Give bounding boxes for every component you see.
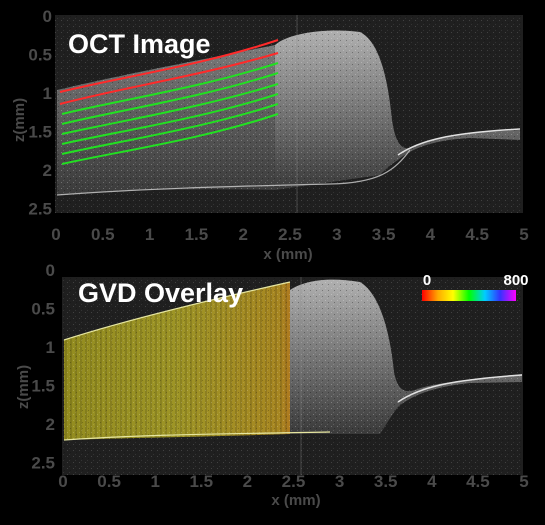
- x-tick-label: 2.5: [278, 225, 302, 244]
- panel-title: OCT Image: [68, 29, 211, 59]
- layer-boundaries: [59, 39, 279, 165]
- red-layer-2: [59, 52, 279, 105]
- x-tick-label: 1: [150, 472, 159, 491]
- x-tick-label: 2: [243, 472, 252, 491]
- colorbar-max-label: 800: [503, 272, 528, 289]
- y-tick-label: 0: [43, 7, 52, 26]
- x-tick-label: 4: [427, 472, 437, 491]
- x-tick-label: 0.5: [97, 472, 121, 491]
- x-tick-label: 4.5: [466, 472, 490, 491]
- x-tick-label: 0: [58, 472, 67, 491]
- y-tick-label: 1.5: [31, 377, 55, 396]
- x-tick-label: 5: [519, 225, 528, 244]
- green-layer-2: [61, 72, 279, 125]
- y-tick-label: 1: [43, 84, 52, 103]
- red-layer-1: [59, 39, 279, 93]
- y-tick-label: 0: [46, 262, 55, 280]
- x-tick-label: 3: [332, 225, 341, 244]
- x-tick-label: 1.5: [189, 472, 213, 491]
- y-tick-label: 2: [46, 415, 55, 434]
- x-tick-label: 2.5: [282, 472, 306, 491]
- colorbar: 0 800: [422, 272, 529, 301]
- colorbar-gradient: [422, 290, 516, 301]
- x-axis-label: x (mm): [263, 246, 312, 262]
- x-tick-label: 5: [519, 472, 528, 491]
- green-layer-4: [61, 93, 279, 145]
- y-tick-label: 0.5: [28, 46, 52, 65]
- x-tick-label: 0: [51, 225, 60, 244]
- y-tick-label: 0.5: [31, 300, 55, 319]
- gvd-overlay-panel: GVD Overlay 0 800 0 0.5 1 1.5 2 2.5 3 3.5 4 4.5 5 …: [0, 262, 545, 525]
- y-axis-label: z(mm): [11, 98, 28, 142]
- green-layer-6: [61, 113, 279, 165]
- x-tick-label: 1: [145, 225, 154, 244]
- x-tick-label: 1.5: [185, 225, 209, 244]
- x-tick-label: 2: [238, 225, 247, 244]
- x-tick-label: 4: [426, 225, 436, 244]
- y-axis-label: z(mm): [15, 365, 32, 409]
- x-tick-label: 3.5: [372, 225, 396, 244]
- y-tick-label: 1: [46, 338, 55, 357]
- panel-title: GVD Overlay: [78, 278, 243, 308]
- gvd-overlay-plot: GVD Overlay 0 800 0 0.5 1 1.5 2 2.5 3 3.5 4 4.5 5 …: [15, 262, 529, 509]
- x-tick-label: 3.5: [374, 472, 398, 491]
- colorbar-min-label: 0: [423, 272, 431, 289]
- y-tick-label: 2: [43, 161, 52, 180]
- y-tick-label: 2.5: [28, 200, 52, 219]
- green-layer-3: [61, 83, 279, 135]
- y-tick-label: 2.5: [31, 454, 55, 473]
- green-layer-5: [61, 103, 279, 155]
- oct-image-plot: OCT Image 0 0.5 1 1.5 2 2.5 3 3.5 4 4.5 5 0 0.5 1 1.5…: [11, 7, 529, 262]
- x-tick-label: 0.5: [91, 225, 115, 244]
- x-tick-label: 4.5: [465, 225, 489, 244]
- y-tick-label: 1.5: [28, 123, 52, 142]
- green-layer-1: [61, 62, 279, 115]
- x-axis-label: x (mm): [271, 492, 320, 509]
- x-tick-label: 3: [335, 472, 344, 491]
- oct-image-panel: OCT Image 0 0.5 1 1.5 2 2.5 3 3.5 4 4.5 5 0 0.5 1 1.5…: [0, 0, 545, 262]
